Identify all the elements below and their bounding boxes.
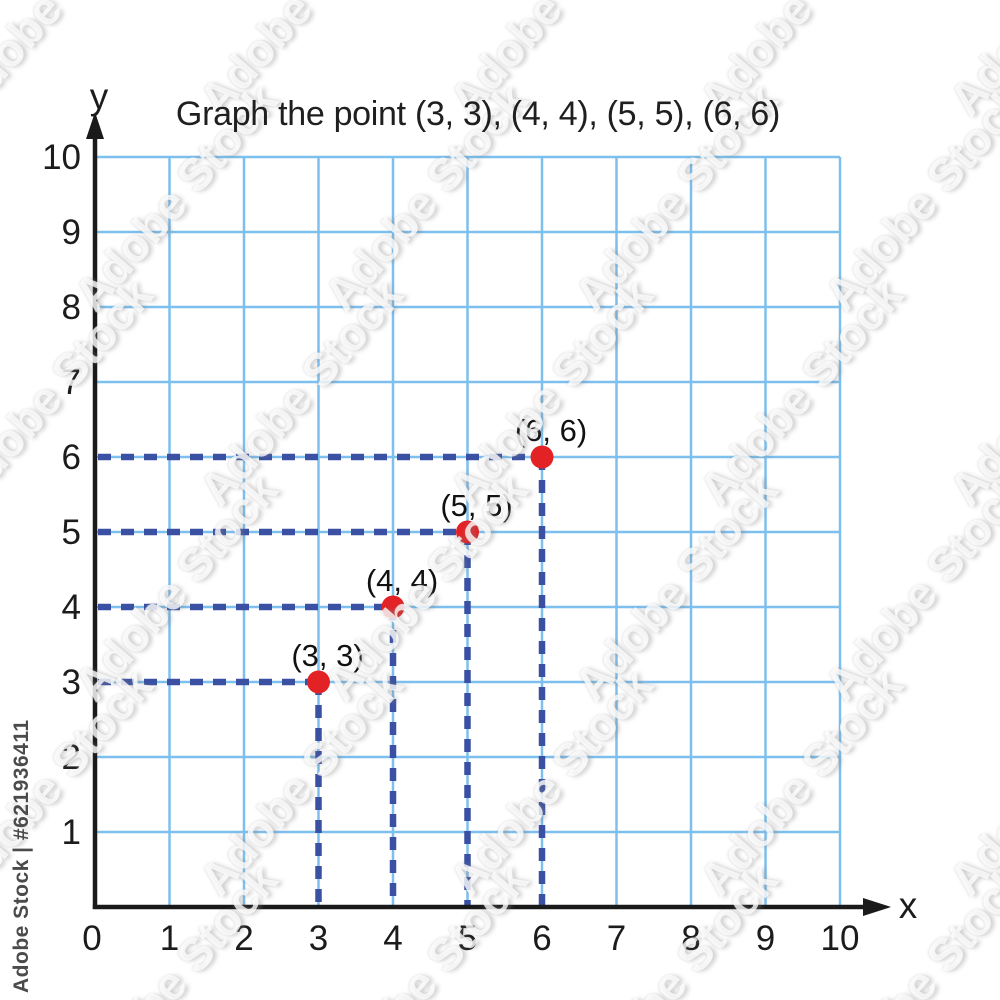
y-tick-label: 1 [62, 813, 81, 852]
point-label: (3, 3) [291, 638, 363, 673]
watermark-stock-id: Adobe Stock | #621936411 [10, 719, 33, 993]
x-tick-label: 10 [821, 919, 860, 958]
y-tick-label: 3 [62, 663, 81, 702]
x-axis-label: x [899, 885, 918, 926]
x-tick-label: 8 [681, 919, 700, 958]
x-tick-label: 9 [756, 919, 775, 958]
y-tick-label: 8 [62, 288, 81, 327]
x-tick-label: 7 [607, 919, 626, 958]
y-axis-arrow [86, 112, 104, 139]
x-tick-label: 4 [383, 919, 402, 958]
x-tick-label: 6 [532, 919, 551, 958]
data-point [381, 595, 405, 619]
point-label: (6, 6) [515, 413, 587, 448]
data-point [456, 520, 479, 544]
data-point [530, 445, 554, 469]
x-tick-label: 5 [458, 919, 477, 958]
y-tick-label: 5 [62, 513, 81, 552]
y-axis-label: y [90, 76, 109, 117]
x-tick-label: 1 [160, 919, 179, 958]
point-label: (4, 4) [366, 563, 438, 598]
y-tick-label: 9 [62, 213, 81, 252]
y-tick-label: 4 [62, 588, 81, 627]
y-tick-label: 7 [62, 363, 81, 402]
x-tick-label: 0 [82, 919, 101, 958]
x-axis-arrow [863, 898, 891, 916]
y-tick-label: 2 [62, 738, 81, 777]
chart-title: Graph the point (3, 3), (4, 4), (5, 5), … [175, 95, 781, 133]
x-tick-label: 2 [234, 919, 253, 958]
y-tick-label: 10 [42, 138, 81, 177]
data-point [307, 670, 330, 694]
point-label: (5, 5) [440, 488, 512, 523]
y-tick-label: 6 [62, 438, 81, 477]
x-tick-label: 3 [309, 919, 328, 958]
